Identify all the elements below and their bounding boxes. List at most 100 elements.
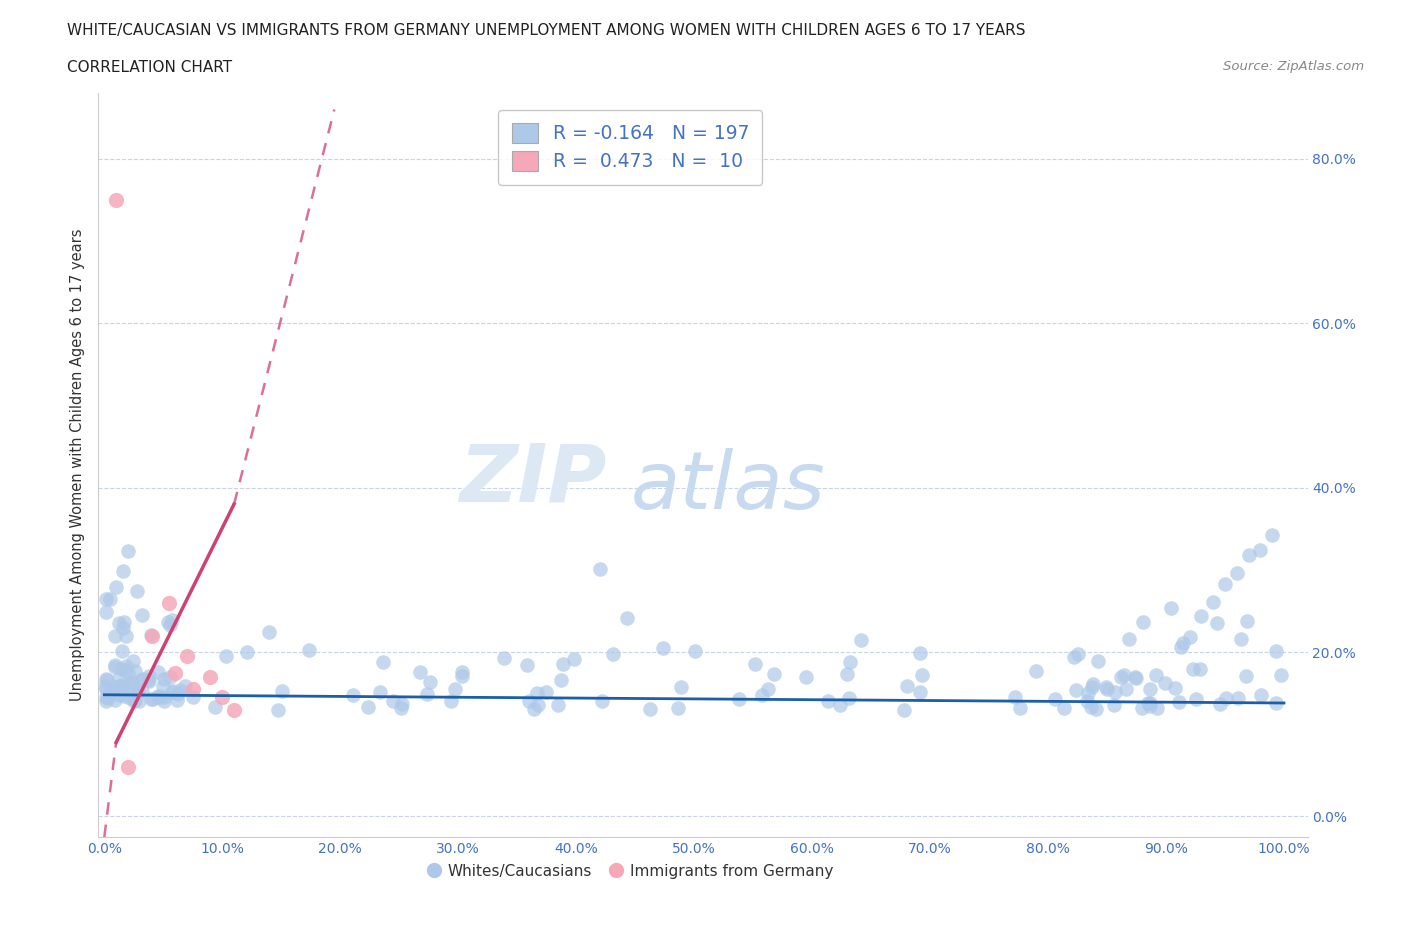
Point (138, 673, 160, 688)
Point (1170, 640, 1192, 655)
Point (1270, 667, 1292, 682)
Point (160, 684, 183, 699)
Point (1249, 543, 1271, 558)
Point (127, 685, 149, 700)
Point (108, 687, 131, 702)
Point (157, 595, 180, 610)
Point (391, 697, 413, 711)
Point (1095, 682, 1118, 697)
Point (124, 663, 146, 678)
Point (589, 562, 612, 577)
Point (152, 671, 174, 686)
Point (111, 661, 134, 676)
Point (1130, 701, 1153, 716)
Point (1209, 698, 1232, 712)
Point (114, 662, 136, 677)
Point (141, 628, 163, 643)
Point (121, 675, 143, 690)
Point (122, 654, 145, 669)
Point (166, 686, 188, 701)
Point (451, 669, 474, 684)
Point (271, 684, 294, 698)
Point (1087, 653, 1109, 668)
Point (94, 604, 117, 619)
Point (94, 671, 117, 686)
Point (727, 691, 749, 706)
Point (1237, 548, 1260, 563)
Point (591, 694, 613, 709)
Point (382, 694, 405, 709)
Point (141, 627, 163, 642)
Point (131, 608, 153, 623)
Point (120, 678, 142, 693)
Point (1213, 577, 1236, 591)
Point (896, 678, 918, 693)
Point (105, 683, 128, 698)
Point (1264, 696, 1286, 711)
Point (124, 693, 146, 708)
Point (117, 665, 139, 680)
Point (1261, 527, 1284, 542)
Point (104, 659, 127, 674)
Y-axis label: Unemployment Among Women with Children Ages 6 to 17 years: Unemployment Among Women with Children A… (69, 229, 84, 701)
Point (368, 685, 391, 700)
Point (550, 672, 572, 687)
Point (451, 664, 474, 679)
Point (652, 641, 675, 656)
Point (1104, 684, 1126, 699)
Point (526, 685, 548, 700)
Point (111, 685, 134, 700)
Point (105, 193, 128, 207)
Point (1053, 700, 1076, 715)
Point (1236, 613, 1258, 628)
Point (200, 670, 222, 684)
Point (1202, 594, 1225, 609)
Point (516, 658, 538, 672)
Point (1132, 615, 1154, 630)
Point (1045, 692, 1067, 707)
Point (371, 655, 394, 670)
Point (215, 648, 238, 663)
Point (1139, 681, 1161, 696)
Point (174, 678, 197, 693)
Point (152, 694, 174, 709)
Point (122, 694, 145, 709)
Point (638, 701, 661, 716)
Point (112, 688, 135, 703)
Point (131, 684, 153, 698)
Point (849, 633, 872, 648)
Point (830, 698, 852, 712)
Point (1076, 694, 1098, 709)
Point (342, 687, 364, 702)
Point (98, 591, 121, 606)
Point (111, 564, 134, 578)
Point (181, 689, 204, 704)
Point (751, 688, 773, 703)
Point (115, 629, 138, 644)
Point (139, 691, 162, 706)
Point (94, 689, 117, 704)
Point (1139, 696, 1161, 711)
Point (169, 683, 191, 698)
Point (1189, 608, 1212, 623)
Point (96, 672, 118, 687)
Point (1084, 702, 1107, 717)
Point (1064, 683, 1087, 698)
Point (236, 645, 259, 660)
Point (1111, 670, 1133, 684)
Point (108, 616, 131, 631)
Point (536, 684, 558, 699)
Point (111, 681, 134, 696)
Point (416, 686, 439, 701)
Point (838, 690, 860, 705)
Point (1173, 636, 1195, 651)
Point (120, 675, 142, 690)
Point (159, 670, 181, 684)
Point (96, 694, 118, 709)
Point (142, 691, 165, 706)
Point (1118, 631, 1140, 646)
Point (744, 657, 766, 671)
Point (156, 615, 179, 630)
Point (1112, 668, 1135, 683)
Point (97, 690, 120, 705)
